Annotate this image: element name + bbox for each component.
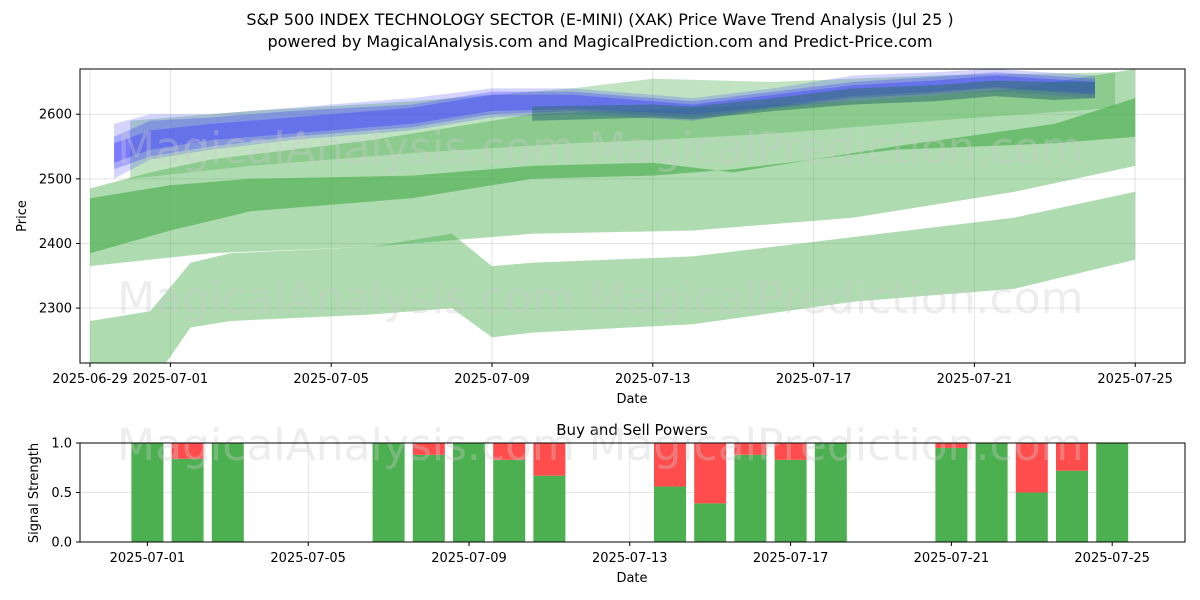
buy-bar (533, 475, 566, 542)
price-panel: MagicalAnalysis.com MagicalPrediction.co… (15, 68, 1186, 407)
watermark-analysis-bottom: MagicalAnalysis.com (117, 420, 575, 471)
price-x-tick-label: 2025-07-09 (454, 372, 530, 387)
buy-bar (1096, 443, 1129, 542)
signal-y-tick-label: 0.5 (51, 486, 72, 501)
sell-bar (412, 443, 445, 455)
sell-bar (694, 443, 727, 504)
price-y-label: Price (15, 200, 30, 232)
signal-x-tick-label: 2025-07-17 (753, 551, 829, 566)
watermark-prediction-bottom: MagicalPrediction.com (589, 420, 1084, 471)
signal-title: Buy and Sell Powers (556, 421, 708, 439)
price-x-tick-label: 2025-07-05 (293, 372, 369, 387)
wave-band-8 (532, 80, 1095, 121)
sell-bar (734, 443, 767, 455)
buy-bar (734, 454, 767, 542)
wave-band-2 (90, 191, 1136, 363)
buy-bar (774, 459, 807, 542)
sell-bar (493, 443, 526, 460)
signal-x-tick-label: 2025-07-13 (592, 551, 668, 566)
price-x-ticks: 2025-06-29 2025-07-01 2025-07-05 2025-07-09… (52, 363, 1173, 387)
buy-bar (814, 443, 847, 542)
signal-panel: Buy and Sell Powers MagicalAnalysis.com … (27, 420, 1186, 586)
buy-bar (935, 447, 968, 542)
sell-bar (1056, 443, 1088, 471)
signal-x-tick-label: 2025-07-21 (914, 551, 990, 566)
signal-y-tick-label: 1.0 (51, 437, 72, 452)
signal-x-tick-label: 2025-07-01 (110, 551, 186, 566)
sell-bar (654, 443, 686, 487)
signal-bars (131, 443, 1129, 542)
signal-x-ticks: 2025-07-01 2025-07-05 2025-07-09 2025-07-13… (110, 542, 1150, 566)
sell-bar (774, 443, 807, 460)
price-x-tick-label: 2025-07-17 (776, 372, 852, 387)
buy-bar (453, 443, 485, 542)
price-y-tick-label: 2600 (39, 108, 72, 123)
buy-bar (1015, 492, 1048, 542)
buy-bar (1056, 470, 1088, 542)
signal-x-tick-label: 2025-07-05 (270, 551, 346, 566)
buy-bar (654, 486, 686, 542)
sell-bar (935, 443, 968, 448)
price-x-tick-label: 2025-07-21 (937, 372, 1013, 387)
price-x-tick-label: 2025-07-13 (615, 372, 691, 387)
signal-x-tick-label: 2025-07-25 (1074, 551, 1150, 566)
watermark-analysis-mid: MagicalAnalysis.com (117, 273, 575, 324)
signal-x-tick-label: 2025-07-09 (431, 551, 507, 566)
buy-bar (372, 443, 405, 542)
wave-band-3 (90, 98, 1136, 254)
sell-bar (171, 443, 204, 459)
price-y-tick-label: 2400 (39, 237, 72, 252)
signal-x-label: Date (616, 571, 647, 586)
buy-bar (131, 443, 164, 542)
buy-bar (493, 459, 526, 542)
price-x-tick-label: 2025-07-01 (133, 372, 209, 387)
signal-y-label: Signal Strength (27, 443, 42, 543)
buy-bar (171, 458, 204, 542)
price-plot-frame (79, 68, 1186, 364)
sell-bar (533, 443, 566, 476)
watermark-analysis-top: MagicalAnalysis.com (117, 123, 575, 174)
price-x-tick-label: 2025-07-25 (1097, 372, 1173, 387)
buy-bar (694, 503, 727, 542)
chart-title-line2: powered by MagicalAnalysis.com and Magic… (267, 32, 932, 51)
buy-bar (412, 454, 445, 542)
wave-bands (90, 69, 1136, 363)
price-y-tick-label: 2500 (39, 172, 72, 187)
price-y-tick-label: 2300 (39, 302, 72, 317)
price-y-ticks: 2300 2400 2500 2600 (39, 108, 80, 317)
signal-y-tick-label: 0.0 (51, 536, 72, 551)
chart-title-line1: S&P 500 INDEX TECHNOLOGY SECTOR (E-MINI)… (246, 10, 953, 29)
price-x-label: Date (616, 392, 647, 407)
signal-y-ticks: 0.0 0.5 1.0 (51, 437, 80, 551)
buy-bar (975, 443, 1008, 542)
buy-bar (211, 443, 244, 542)
sell-bar (1015, 443, 1048, 493)
watermark-prediction-mid: MagicalPrediction.com (589, 273, 1084, 324)
price-x-tick-label: 2025-06-29 (52, 372, 128, 387)
watermark-prediction-top: MagicalPrediction.com (589, 123, 1084, 174)
